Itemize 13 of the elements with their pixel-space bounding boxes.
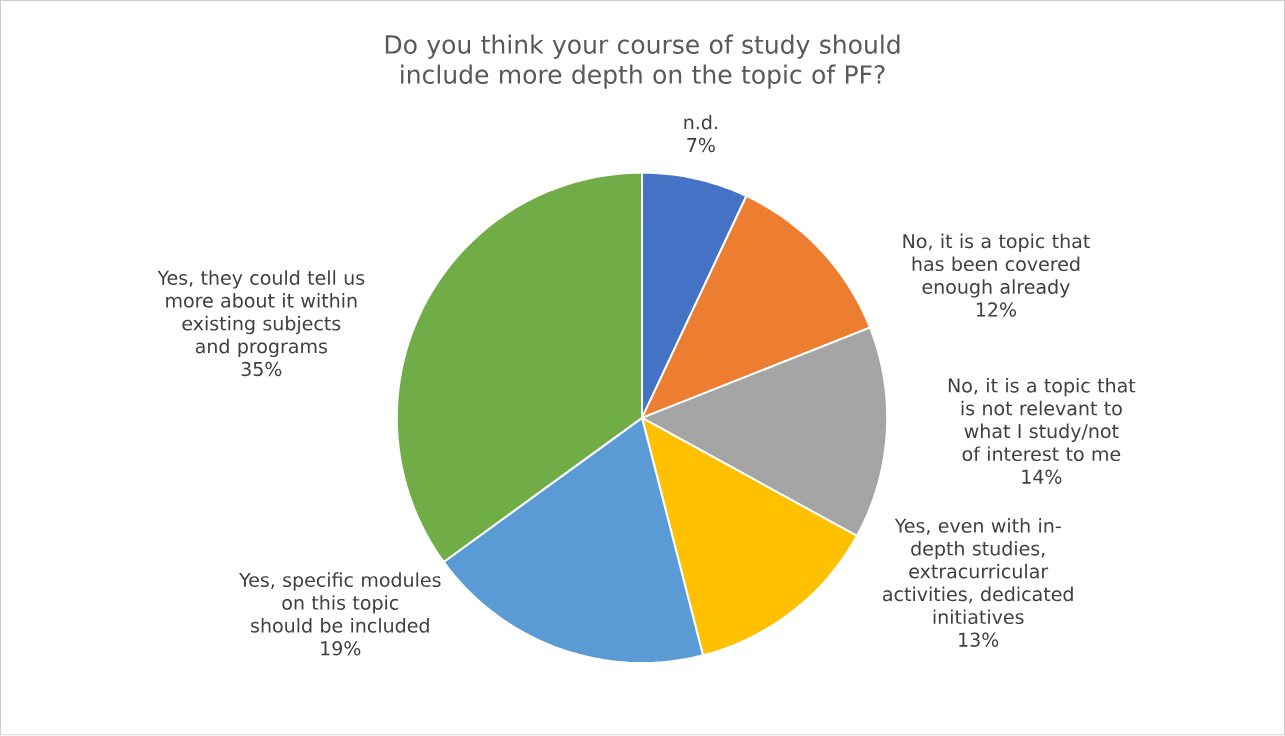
- data-label: 12%: [976, 302, 1017, 317]
- data-label: 14%: [1022, 469, 1062, 485]
- slice-label: Yes, even with in-depth studies, extracurricular activities, dedicated initiatives: [883, 518, 1073, 625]
- data-label: 13%: [959, 632, 999, 648]
- data-label: 35%: [241, 362, 282, 377]
- slice-label: No, it is a topic that has been covered enough already: [903, 233, 1090, 298]
- chart-title: Do you think your course of study should include more depth on the topic of PF?: [385, 34, 900, 90]
- slice-label: n.d.: [684, 114, 717, 130]
- data-label: 19%: [321, 641, 361, 656]
- slice-label: Yes, they could tell us more about it within existing subjects and programs: [157, 270, 365, 358]
- slice-label: No, it is a topic that is not relevant to what I study/not of interest to me: [948, 378, 1136, 462]
- slice-label: Yes, specific modules on this topic should be included: [239, 572, 441, 633]
- data-label: 7%: [687, 138, 715, 153]
